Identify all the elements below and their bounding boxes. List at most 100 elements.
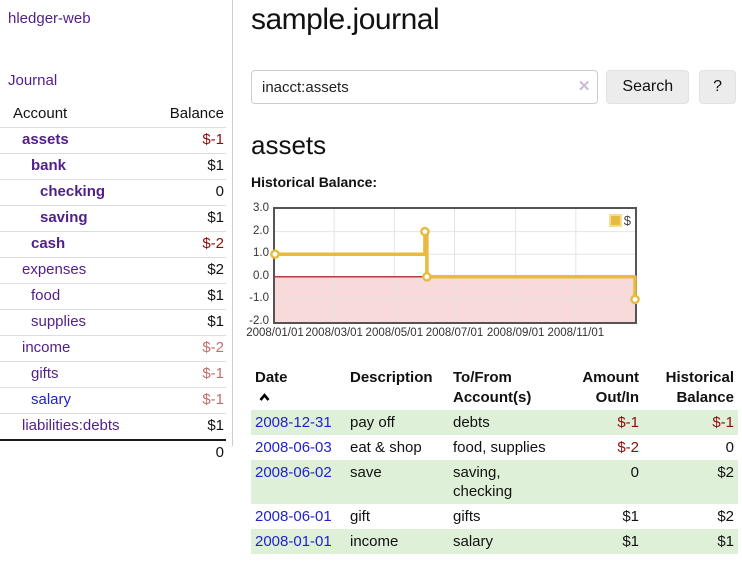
transaction-balance: $1 xyxy=(717,533,734,550)
y-axis-tick-label: 0.0 xyxy=(253,269,269,282)
transaction-date-link[interactable]: 2008-06-03 xyxy=(255,439,332,456)
transaction-amount: $1 xyxy=(622,533,639,550)
account-balance: $-2 xyxy=(144,335,226,362)
account-row: gifts $-1 xyxy=(0,361,226,388)
help-button[interactable]: ? xyxy=(699,70,736,104)
accounts-total-balance: 0 xyxy=(144,439,226,466)
chart-legend: $ xyxy=(608,213,631,228)
account-link-salary[interactable]: salary xyxy=(31,391,72,408)
accounts-header-account: Account xyxy=(13,105,68,122)
y-axis-tick-label: 1.0 xyxy=(253,247,269,260)
account-link-expenses[interactable]: expenses xyxy=(22,261,87,278)
account-row: income $-2 xyxy=(0,335,226,362)
account-link-income[interactable]: income xyxy=(22,339,71,356)
account-row: checking 0 xyxy=(0,179,226,206)
main-content: sample.journal ✕ Search ? assets Histori… xyxy=(233,0,742,582)
x-axis-tick-label: 2008/07/01 xyxy=(425,327,484,339)
x-axis-tick-label: 2008/03/01 xyxy=(305,327,363,339)
transaction-balance: $-1 xyxy=(712,414,734,431)
register-row: 2008-06-02 save saving, checking 0 $2 xyxy=(251,460,738,504)
transaction-date-link[interactable]: 2008-06-02 xyxy=(255,464,332,481)
transaction-description: pay off xyxy=(350,414,395,431)
register-header-account: To/From Account(s) xyxy=(453,369,532,406)
x-axis-tick-label: 2008/11/01 xyxy=(547,327,605,339)
register-header-date[interactable]: Date xyxy=(251,366,346,410)
transaction-date-link[interactable]: 2008-01-01 xyxy=(255,533,332,550)
transaction-accounts: saving, checking xyxy=(453,464,513,500)
sidebar: hledger-web Journal Account Balance asse… xyxy=(0,0,233,466)
y-axis-tick-label: -2.0 xyxy=(249,315,269,327)
account-row: cash $-2 xyxy=(0,231,226,258)
accounts-header-row: Account Balance xyxy=(0,102,226,128)
transaction-accounts: food, supplies xyxy=(453,439,546,456)
account-balance: $1 xyxy=(144,309,226,336)
app-brand-link[interactable]: hledger-web xyxy=(8,10,91,27)
transaction-date-link[interactable]: 2008-12-31 xyxy=(255,414,332,431)
search-form: ✕ Search ? xyxy=(251,70,736,104)
search-input[interactable] xyxy=(251,70,599,104)
historical-balance-chart: 3.0 2.0 1.0 0.0 -1.0 -2.0 $ 2008/01/01 2008/03… xyxy=(243,202,736,342)
transaction-amount: $-1 xyxy=(617,414,639,431)
y-axis-tick-label: 3.0 xyxy=(253,202,269,214)
transaction-date-link[interactable]: 2008-06-01 xyxy=(255,508,332,525)
legend-label: $ xyxy=(623,213,631,228)
register-header-balance: Historical Balance xyxy=(665,369,734,406)
account-link-bank[interactable]: bank xyxy=(31,157,67,174)
y-axis-tick-label: 2.0 xyxy=(253,224,269,237)
transaction-balance: $2 xyxy=(717,508,734,525)
x-axis-tick-label: 2008/09/01 xyxy=(486,327,545,339)
transaction-amount: 0 xyxy=(630,464,639,481)
sidebar-item-journal[interactable]: Journal xyxy=(8,72,58,89)
account-balance: $1 xyxy=(144,153,226,180)
legend-swatch-icon xyxy=(608,214,622,227)
account-row: salary $-1 xyxy=(0,387,226,414)
transaction-description: gift xyxy=(350,508,371,525)
search-button[interactable]: Search xyxy=(606,70,690,104)
account-link-cash[interactable]: cash xyxy=(31,235,66,252)
account-link-saving[interactable]: saving xyxy=(40,209,88,226)
transaction-accounts: debts xyxy=(453,414,490,431)
account-link-checking[interactable]: checking xyxy=(40,183,106,200)
page-title: sample.journal xyxy=(251,3,440,36)
x-axis-tick-label: 2008/01/01 xyxy=(246,327,304,339)
register-header-description: Description xyxy=(350,369,433,386)
register-row: 2008-12-31 pay off debts $-1 $-1 xyxy=(251,410,738,435)
accounts-header-balance: Balance xyxy=(169,105,224,122)
account-link-supplies[interactable]: supplies xyxy=(31,313,87,330)
account-row: supplies $1 xyxy=(0,309,226,336)
account-balance: $2 xyxy=(144,257,226,284)
y-axis-tick-label: -1.0 xyxy=(249,292,269,305)
account-link-gifts[interactable]: gifts xyxy=(31,365,59,382)
account-row: bank $1 xyxy=(0,153,226,180)
account-balance: $-1 xyxy=(144,127,226,154)
chart-line-svg xyxy=(270,209,640,322)
account-balance: $-2 xyxy=(144,231,226,258)
transaction-amount: $1 xyxy=(622,508,639,525)
account-row: assets $-1 xyxy=(0,127,226,154)
register-header-amount: Amount Out/In xyxy=(582,369,639,406)
account-link-liabilities-debts[interactable]: liabilities:debts xyxy=(22,417,120,434)
register-row: 2008-01-01 income salary $1 $1 xyxy=(251,529,738,554)
account-row: expenses $2 xyxy=(0,257,226,284)
transaction-accounts: gifts xyxy=(453,508,481,525)
account-row: food $1 xyxy=(0,283,226,310)
transaction-balance: 0 xyxy=(725,439,734,456)
account-balance: $1 xyxy=(144,413,226,440)
transaction-description: eat & shop xyxy=(350,439,422,456)
accounts-total-row: 0 xyxy=(0,439,226,466)
account-row: saving $1 xyxy=(0,205,226,232)
register-row: 2008-06-03 eat & shop food, supplies $-2… xyxy=(251,435,738,460)
accounts-table: Account Balance assets $-1 bank $1 check… xyxy=(0,102,226,466)
account-link-assets[interactable]: assets xyxy=(22,131,69,148)
transaction-balance: $2 xyxy=(717,464,734,481)
register-header-row: Date Description To/From Account(s) Amoun… xyxy=(251,366,738,410)
account-balance: $-1 xyxy=(144,361,226,388)
clear-search-icon[interactable]: ✕ xyxy=(577,78,591,95)
chart-plot-area: $ xyxy=(270,207,640,324)
account-heading: assets xyxy=(251,130,327,160)
account-link-food[interactable]: food xyxy=(31,287,61,304)
account-balance: $-1 xyxy=(144,387,226,414)
chart-title: Historical Balance: xyxy=(251,174,378,190)
transaction-description: save xyxy=(350,464,382,481)
account-balance: $1 xyxy=(144,283,226,310)
